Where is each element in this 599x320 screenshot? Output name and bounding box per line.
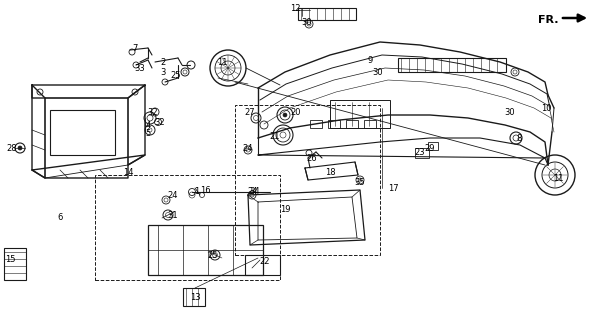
Bar (398, 58, 506, 72)
Bar (346, 120, 358, 128)
Text: 9: 9 (367, 55, 373, 65)
Text: 32: 32 (155, 117, 165, 126)
Text: 26: 26 (307, 154, 317, 163)
Text: 6: 6 (58, 213, 63, 222)
Text: 2: 2 (161, 58, 166, 67)
Text: 31: 31 (168, 211, 179, 220)
Text: 18: 18 (325, 167, 335, 177)
Text: 30: 30 (302, 18, 312, 27)
Text: 15: 15 (5, 255, 15, 265)
Text: 30: 30 (373, 68, 383, 76)
Text: 19: 19 (280, 205, 291, 214)
Circle shape (283, 113, 287, 117)
Bar (310, 120, 322, 128)
Text: 11: 11 (217, 58, 227, 67)
Text: 10: 10 (541, 103, 551, 113)
Text: 5: 5 (146, 129, 150, 138)
Text: 28: 28 (7, 143, 17, 153)
Bar (364, 120, 376, 128)
Bar (428, 142, 438, 150)
Text: 4: 4 (146, 121, 150, 130)
Circle shape (18, 146, 22, 150)
Text: 24: 24 (168, 190, 179, 199)
Bar (415, 148, 429, 158)
Text: 30: 30 (505, 108, 515, 116)
Bar (328, 120, 340, 128)
Text: 27: 27 (244, 108, 255, 116)
Text: 21: 21 (270, 132, 280, 140)
Bar (298, 8, 356, 20)
Text: 3: 3 (161, 68, 166, 76)
Text: 35: 35 (355, 178, 365, 187)
Text: 20: 20 (291, 108, 301, 116)
Text: 13: 13 (190, 293, 200, 302)
Text: 24: 24 (243, 143, 253, 153)
Bar (245, 255, 280, 275)
Bar (183, 288, 205, 306)
Text: 24: 24 (248, 188, 258, 196)
Text: 23: 23 (415, 148, 425, 156)
Bar (235, 105, 380, 255)
Bar (4, 248, 26, 280)
Text: 33: 33 (135, 63, 146, 73)
Text: 32: 32 (148, 108, 158, 116)
Text: 16: 16 (199, 186, 210, 195)
Bar (50, 110, 115, 155)
Text: 14: 14 (123, 167, 133, 177)
Text: 7: 7 (132, 44, 138, 52)
Text: 29: 29 (425, 143, 435, 153)
Text: 12: 12 (290, 4, 300, 12)
Text: 17: 17 (388, 183, 398, 193)
Text: FR.: FR. (538, 15, 558, 25)
Text: 1: 1 (194, 188, 199, 196)
Bar (95, 175, 280, 280)
Text: 25: 25 (171, 70, 181, 79)
Text: 34: 34 (250, 188, 261, 196)
Text: 25: 25 (208, 252, 218, 260)
Text: 8: 8 (516, 133, 522, 142)
Bar (148, 225, 263, 275)
Text: 11: 11 (553, 173, 563, 182)
Bar (330, 100, 390, 128)
Text: 22: 22 (260, 258, 270, 267)
